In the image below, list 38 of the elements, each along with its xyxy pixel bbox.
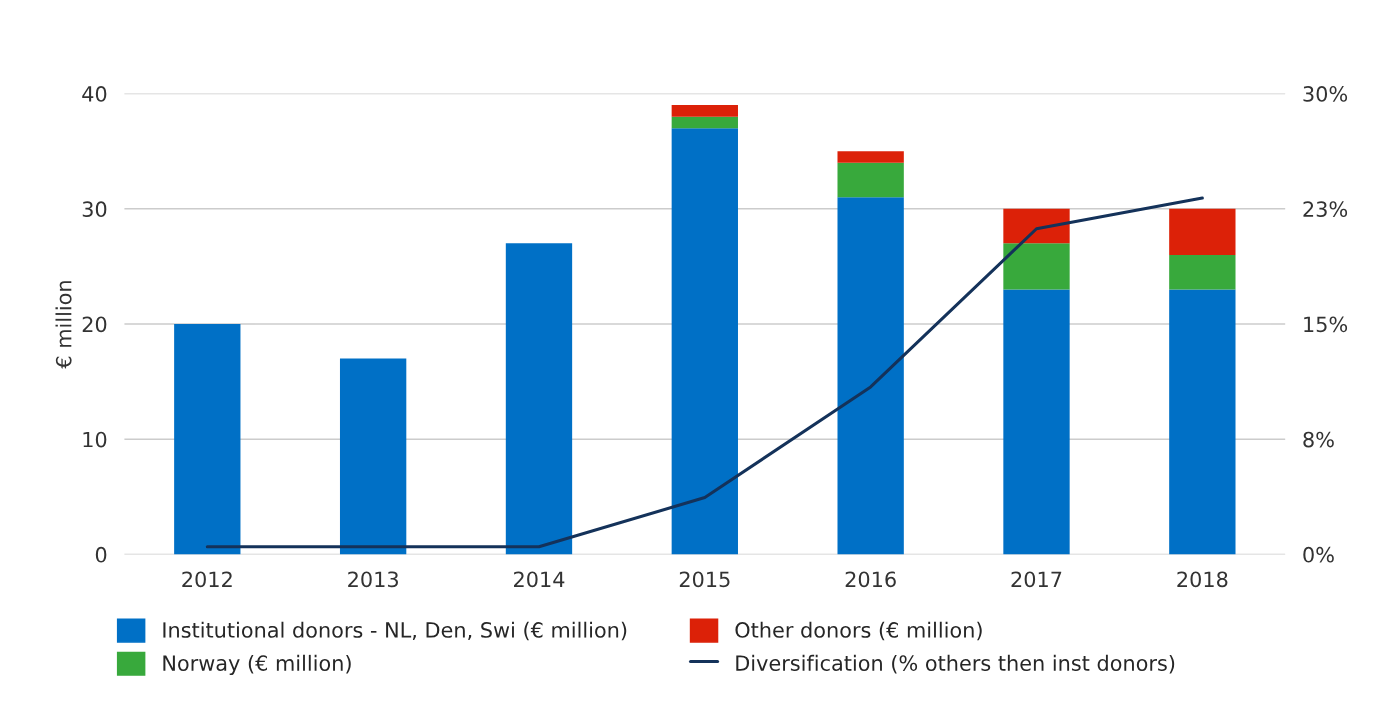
x-tick-label: 2015	[679, 571, 730, 588]
bar	[837, 197, 904, 555]
y-tick-label: 30	[82, 201, 107, 218]
bar	[671, 128, 738, 555]
y-tick-label: 10	[83, 431, 107, 448]
bar	[1169, 289, 1236, 555]
bar	[671, 105, 738, 117]
x-tick-label: 2017	[1011, 571, 1062, 588]
x-tick-label: 2012	[182, 571, 232, 588]
bar	[1003, 243, 1070, 290]
y-tick-label: 0	[95, 546, 107, 563]
legend-label: Diversification (% others then inst donors)	[736, 654, 1175, 674]
line-series	[205, 196, 1204, 549]
bar	[505, 243, 573, 555]
legend-label: Other donors (€ million)	[735, 621, 982, 641]
bar	[837, 151, 904, 163]
y2-tick-label: 15%	[1304, 316, 1348, 333]
x-tick-label: 2018	[1177, 571, 1228, 588]
bar	[1169, 208, 1236, 255]
bar	[837, 162, 904, 198]
y-axis-title: € million	[55, 281, 72, 369]
legend-label: Norway (€ million)	[163, 654, 351, 676]
x-tick-label: 2014	[514, 571, 565, 588]
legend-label: Institutional donors - NL, Den, Swi (€ million)	[163, 621, 627, 641]
y-tick-label: 20	[82, 316, 107, 333]
bar	[174, 324, 241, 555]
y2-tick-label: 0%	[1303, 546, 1334, 563]
y2-tick-label: 8%	[1303, 431, 1334, 448]
y2-tick-label: 23%	[1303, 201, 1348, 218]
bar	[1169, 254, 1236, 290]
y-tick-label: 40	[82, 86, 107, 102]
bar	[1003, 289, 1070, 555]
bar	[339, 358, 407, 555]
bar	[671, 116, 738, 129]
x-tick-label: 2013	[348, 571, 398, 588]
bar	[1003, 208, 1070, 244]
y2-tick-label: 30%	[1303, 86, 1348, 102]
x-tick-label: 2016	[845, 571, 896, 588]
